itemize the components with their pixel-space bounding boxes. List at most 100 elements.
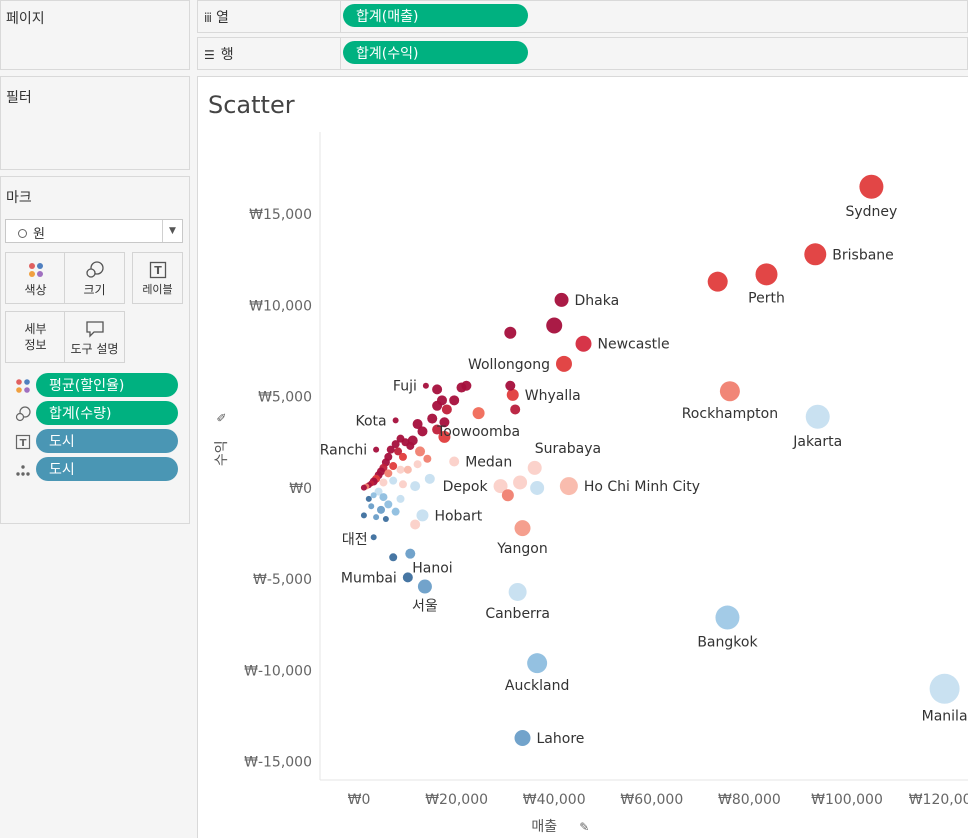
scatter-plot[interactable]: ₩15,000 ₩10,000 ₩5,000 ₩0 ₩-5,000 ₩-10,000 ₩-1… bbox=[198, 77, 968, 838]
data-point bbox=[506, 388, 519, 401]
data-label: Manila bbox=[922, 709, 968, 725]
data-label: Sydney bbox=[845, 204, 897, 220]
data-point bbox=[559, 477, 578, 496]
data-label: Depok bbox=[443, 479, 489, 495]
color-card[interactable]: 색상 bbox=[5, 252, 66, 304]
data-point bbox=[439, 417, 450, 428]
data-point bbox=[379, 493, 388, 502]
data-point bbox=[427, 413, 438, 424]
data-point bbox=[360, 512, 367, 519]
data-point bbox=[859, 174, 884, 199]
data-point bbox=[413, 460, 422, 469]
data-point bbox=[386, 445, 395, 454]
y-tick-label: ₩0 bbox=[289, 481, 312, 497]
data-point bbox=[508, 582, 527, 601]
circle-mark-icon bbox=[18, 229, 27, 238]
data-point bbox=[403, 465, 412, 474]
data-point bbox=[575, 335, 592, 352]
label-icon: T bbox=[149, 261, 166, 279]
svg-text:T: T bbox=[20, 438, 27, 449]
chart-title: Scatter bbox=[208, 91, 295, 119]
data-point bbox=[707, 271, 728, 292]
data-point bbox=[396, 494, 405, 503]
x-tick-label: ₩20,000 bbox=[425, 792, 488, 808]
data-label: 대전 bbox=[342, 532, 368, 548]
data-label: Wollongong bbox=[468, 357, 550, 373]
data-point bbox=[438, 430, 451, 443]
data-point bbox=[374, 487, 383, 496]
data-point bbox=[360, 484, 367, 491]
y-tick-label: ₩5,000 bbox=[258, 390, 312, 406]
label-pill[interactable]: 도시 bbox=[36, 429, 178, 453]
data-point bbox=[530, 480, 545, 495]
data-point bbox=[396, 434, 405, 443]
data-label: Surabaya bbox=[535, 441, 601, 457]
x-tick-label: ₩60,000 bbox=[620, 792, 683, 808]
data-point bbox=[389, 462, 398, 471]
mark-type-dropdown[interactable]: 원 ▼ bbox=[5, 219, 183, 243]
columns-pill[interactable]: 합계(매출) bbox=[343, 4, 528, 27]
data-point bbox=[391, 440, 400, 449]
rows-pill[interactable]: 합계(수익) bbox=[343, 41, 528, 64]
data-point bbox=[715, 605, 740, 630]
rows-shelf[interactable]: ☰ 행 합계(수익) bbox=[197, 37, 968, 70]
data-point bbox=[505, 380, 516, 391]
data-point bbox=[461, 380, 472, 391]
detail-card[interactable]: 세부 정보 bbox=[5, 311, 66, 363]
data-point bbox=[370, 534, 377, 541]
marks-panel: 마크 원 ▼ 색상 크기 T 레이블 세부 정보 도구 설명 bbox=[0, 176, 190, 524]
columns-label-text: 열 bbox=[216, 10, 229, 26]
data-point bbox=[402, 572, 413, 583]
pin-icon: ✎ bbox=[215, 412, 229, 422]
detail-card-line1: 세부 bbox=[24, 322, 47, 336]
size-card[interactable]: 크기 bbox=[64, 252, 125, 304]
detail-pill[interactable]: 도시 bbox=[36, 457, 178, 481]
shelf-divider bbox=[340, 38, 341, 69]
data-label: Lahore bbox=[537, 731, 585, 747]
y-axis-title: 수익 bbox=[214, 440, 230, 466]
data-point bbox=[370, 492, 377, 499]
label-icon: T bbox=[15, 434, 31, 450]
color-pill[interactable]: 평균(할인율) bbox=[36, 373, 178, 397]
data-label: Yangon bbox=[496, 541, 547, 557]
data-label: Brisbane bbox=[832, 247, 894, 263]
label-card-label: 레이블 bbox=[142, 283, 173, 296]
data-point bbox=[389, 553, 398, 562]
data-point bbox=[368, 503, 375, 510]
scatter-view[interactable]: Scatter ₩15,000 ₩10,000 ₩5,000 ₩0 ₩-5,000 ₩-1… bbox=[197, 76, 968, 838]
size-pill[interactable]: 합계(수량) bbox=[36, 401, 178, 425]
data-point bbox=[423, 454, 432, 463]
x-tick-label: ₩0 bbox=[348, 792, 371, 808]
data-point bbox=[527, 460, 542, 475]
tooltip-icon bbox=[85, 321, 104, 338]
data-point bbox=[373, 446, 380, 453]
mark-type-label: 원 bbox=[33, 227, 45, 242]
size-card-label: 크기 bbox=[83, 283, 106, 297]
data-point bbox=[384, 500, 393, 509]
chevron-down-icon[interactable]: ▼ bbox=[162, 220, 182, 242]
size-icon bbox=[15, 406, 31, 422]
data-label: Medan bbox=[465, 454, 512, 470]
data-point bbox=[416, 509, 429, 522]
y-tick-label: ₩15,000 bbox=[249, 207, 312, 223]
data-point bbox=[417, 579, 432, 594]
data-point bbox=[424, 473, 435, 484]
data-point bbox=[392, 417, 399, 424]
label-card[interactable]: T 레이블 bbox=[132, 252, 183, 304]
data-point bbox=[373, 514, 380, 521]
data-point bbox=[432, 400, 443, 411]
data-point bbox=[398, 480, 407, 489]
data-point bbox=[514, 520, 531, 537]
data-point bbox=[514, 730, 531, 747]
data-label: Toowoomba bbox=[436, 424, 520, 440]
data-label: Kota bbox=[356, 413, 387, 429]
data-point bbox=[398, 452, 407, 461]
data-point bbox=[432, 384, 443, 395]
data-label: Rockhampton bbox=[682, 406, 778, 422]
color-dots-icon bbox=[28, 263, 43, 277]
tooltip-card[interactable]: 도구 설명 bbox=[64, 311, 125, 363]
data-point bbox=[417, 426, 428, 437]
y-tick-label: ₩-10,000 bbox=[244, 663, 312, 679]
tooltip-card-label: 도구 설명 bbox=[70, 342, 119, 356]
columns-shelf[interactable]: iii 열 합계(매출) bbox=[197, 0, 968, 33]
